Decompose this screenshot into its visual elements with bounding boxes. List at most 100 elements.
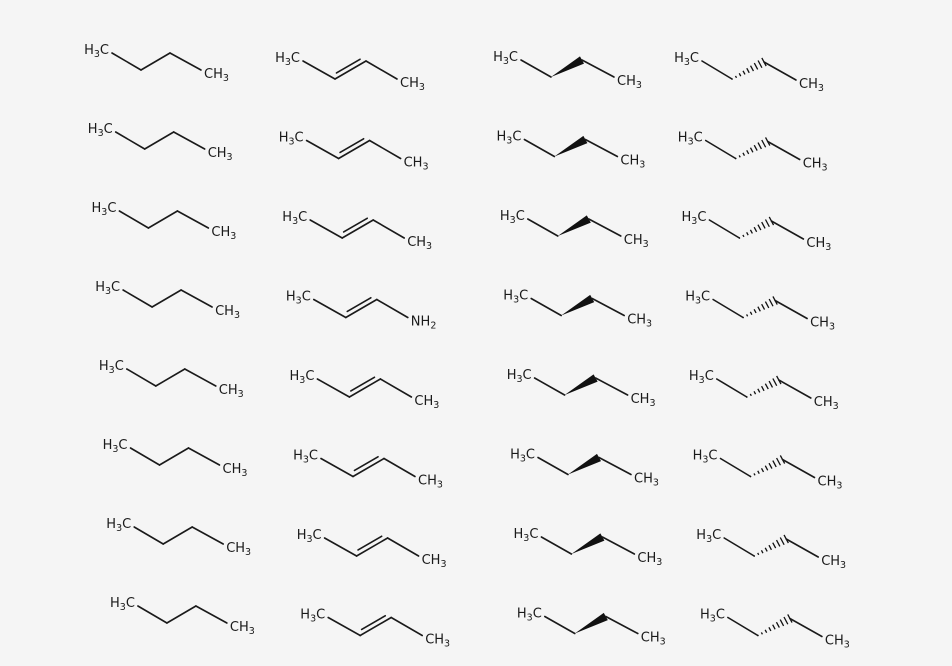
right-group-label: CH3	[806, 236, 831, 253]
hash-line	[764, 629, 768, 633]
hash-line	[768, 298, 774, 307]
right-group-label: CH3	[821, 554, 846, 571]
hash-line	[768, 544, 772, 551]
single-bond	[723, 537, 756, 557]
hash-line	[746, 149, 750, 155]
single-bond	[727, 616, 759, 637]
hash-line	[768, 380, 774, 388]
hashed-bond	[742, 296, 778, 319]
left-group-label: H3C	[500, 209, 525, 226]
single-bond	[143, 131, 175, 150]
hash-line	[757, 552, 760, 556]
right-group-label: CH3	[641, 630, 666, 647]
left-group-label: H3C	[282, 210, 307, 227]
single-bond	[372, 219, 406, 239]
single-bond	[774, 299, 808, 320]
hashed-bond	[745, 375, 782, 398]
molecule-trans-alkene: H3C CH3	[282, 210, 432, 252]
single-bond	[195, 605, 228, 624]
hash-line	[753, 308, 757, 314]
right-group-label: CH3	[215, 304, 240, 321]
molecule-butane: H3C CH3	[99, 359, 244, 400]
single-bond	[390, 616, 424, 637]
hash-line	[760, 467, 765, 473]
single-bond	[140, 52, 171, 71]
hash-line	[775, 539, 781, 547]
hash-line	[761, 385, 765, 392]
hash-line	[742, 234, 745, 238]
single-bond	[162, 526, 193, 545]
double-bond-main	[341, 219, 375, 239]
hash-line	[757, 142, 762, 150]
left-group-label: H3C	[496, 129, 521, 146]
right-group-label: CH3	[418, 473, 443, 490]
molecule-hashed-bond: H3C CH3	[689, 369, 839, 412]
single-bond	[601, 536, 636, 555]
molecule-hashed-bond: H3C CH3	[696, 528, 846, 571]
right-group-label: CH3	[617, 74, 642, 91]
single-bond	[137, 605, 168, 624]
hash-line	[749, 475, 752, 478]
left-group-label: H3C	[681, 210, 706, 227]
left-group-label: H3C	[297, 528, 322, 545]
right-group-label: CH3	[825, 633, 850, 650]
hash-line	[749, 311, 753, 315]
left-group-label: H3C	[110, 596, 135, 613]
molecule-wedge-bond: H3C CH3	[507, 368, 656, 409]
hash-line	[772, 624, 776, 630]
left-group-label: H3C	[279, 130, 304, 147]
single-bond	[785, 538, 820, 558]
hash-line	[761, 221, 766, 229]
double-bond-main	[348, 378, 382, 398]
single-bond	[312, 298, 347, 319]
molecule-trans-alkene: H3C CH3	[289, 369, 439, 411]
right-group-label: CH3	[814, 395, 839, 412]
hash-line	[753, 391, 757, 395]
right-group-label: CH3	[620, 153, 645, 170]
molecule-wedge-bond: H3C CH3	[503, 288, 652, 329]
hash-line	[746, 232, 749, 236]
left-group-label: H3C	[103, 438, 128, 455]
left-group-label: H3C	[685, 289, 710, 306]
right-group-label: CH3	[223, 462, 248, 479]
molecule-wedge-bond: H3C CH3	[513, 527, 662, 568]
hash-line	[772, 378, 778, 387]
single-bond	[781, 458, 816, 479]
wedge-bond	[551, 56, 585, 77]
left-group-label: H3C	[510, 447, 535, 464]
single-bond	[176, 210, 210, 229]
right-group-label: CH3	[219, 383, 244, 400]
double-bond-main	[337, 139, 371, 160]
single-bond	[305, 139, 340, 160]
hash-line	[772, 542, 777, 549]
hash-line	[761, 139, 767, 148]
wedge-bond	[561, 294, 595, 316]
hash-line	[749, 229, 753, 234]
hash-line	[768, 626, 772, 632]
left-group-label: H3C	[503, 288, 528, 305]
wedge-bond	[557, 215, 591, 236]
left-group-label: H3C	[293, 448, 318, 465]
hash-line	[738, 155, 741, 158]
right-group-label: CH3	[226, 541, 251, 558]
single-bond	[604, 615, 639, 635]
double-bond-main	[359, 616, 393, 637]
single-bond	[533, 377, 566, 396]
left-group-label: H3C	[513, 527, 538, 544]
single-bond	[543, 615, 576, 635]
hash-line	[779, 537, 785, 546]
single-bond	[766, 140, 801, 161]
wedge-bond	[574, 612, 608, 634]
hash-line	[742, 70, 746, 75]
left-group-label: H3C	[700, 607, 725, 624]
single-bond	[715, 378, 748, 398]
right-group-label: CH3	[414, 394, 439, 411]
single-bond	[118, 210, 150, 229]
right-group-label: CH3	[810, 315, 835, 332]
hash-line	[753, 144, 758, 151]
right-group-label: CH3	[404, 155, 429, 172]
single-bond	[375, 298, 409, 319]
single-bond	[129, 447, 161, 466]
single-bond	[763, 61, 797, 81]
single-bond	[584, 138, 619, 158]
